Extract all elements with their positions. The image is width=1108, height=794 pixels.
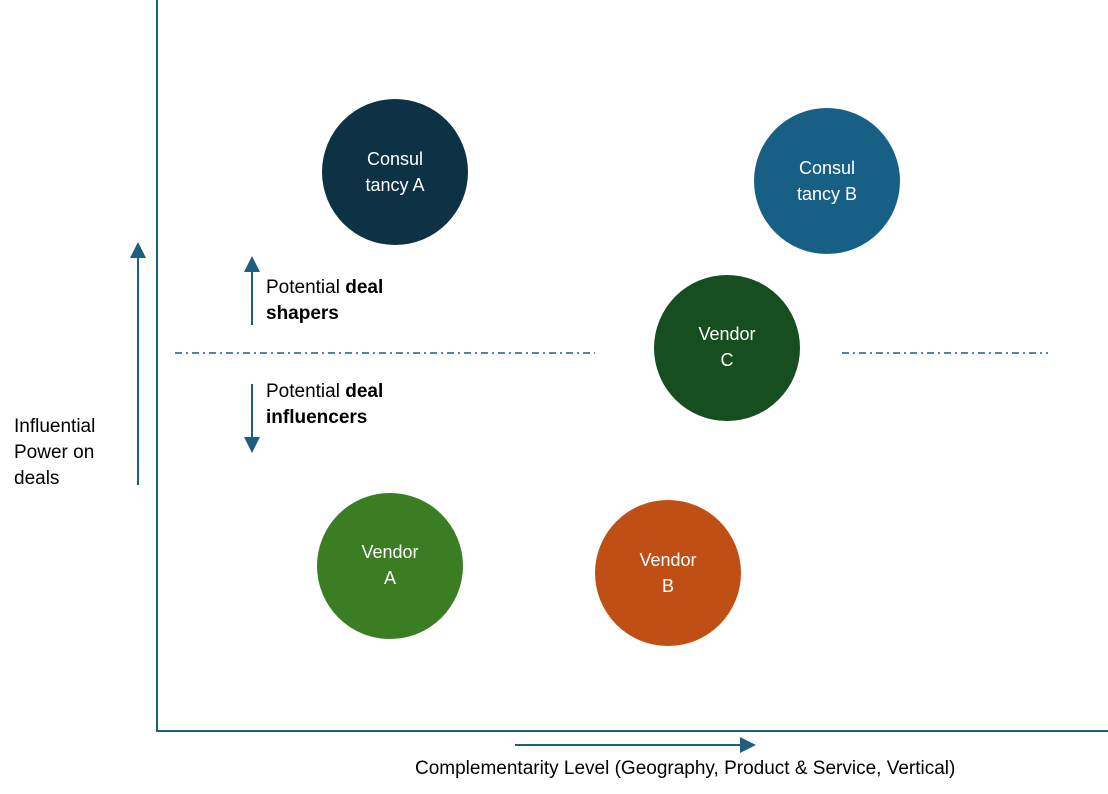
bubble-text: Consul bbox=[366, 149, 424, 169]
bubble-label-vendor-a: Vendor A bbox=[330, 539, 450, 591]
bubble-consultancy-a bbox=[322, 99, 468, 245]
zone-label-influencers: Potential deal influencers bbox=[266, 379, 383, 431]
bubble-label-vendor-c: Vendor C bbox=[667, 321, 787, 373]
bubble-text: C bbox=[720, 350, 734, 370]
zone-bold: influencers bbox=[266, 407, 368, 428]
bubble-vendor-a bbox=[317, 493, 463, 639]
zone-bold: shapers bbox=[266, 303, 339, 324]
bubble-text: Consul bbox=[798, 158, 856, 178]
zone-bold: deal bbox=[345, 277, 384, 298]
bubble-vendor-c bbox=[654, 275, 800, 421]
bubble-label-vendor-b: Vendor B bbox=[608, 547, 728, 599]
y-axis-label: Influential Power on deals bbox=[14, 414, 95, 492]
zone-prefix: Potential bbox=[266, 277, 346, 298]
bubble-text: Vendor bbox=[361, 542, 419, 562]
bubble-text: Vendor bbox=[639, 550, 697, 570]
bubble-text: tancy A bbox=[365, 175, 425, 195]
bubble-label-consultancy-b: Consul tancy B bbox=[767, 155, 887, 207]
zone-bold: deal bbox=[345, 381, 384, 402]
bubble-text: B bbox=[661, 576, 674, 596]
zone-label-shapers: Potential deal shapers bbox=[266, 275, 383, 327]
bubble-vendor-b bbox=[595, 500, 741, 646]
bubble-text: Vendor bbox=[698, 324, 756, 344]
bubble-text: A bbox=[383, 568, 396, 588]
zone-prefix: Potential bbox=[266, 381, 346, 402]
bubble-label-consultancy-a: Consul tancy A bbox=[335, 146, 455, 198]
y-label-line: Power on bbox=[14, 442, 95, 463]
bubble-text: tancy B bbox=[796, 184, 858, 204]
y-label-line: Influential bbox=[14, 416, 96, 437]
bubble-consultancy-b bbox=[754, 108, 900, 254]
y-label-line: deals bbox=[14, 468, 60, 489]
x-axis-label: Complementarity Level (Geography, Produc… bbox=[415, 758, 956, 779]
